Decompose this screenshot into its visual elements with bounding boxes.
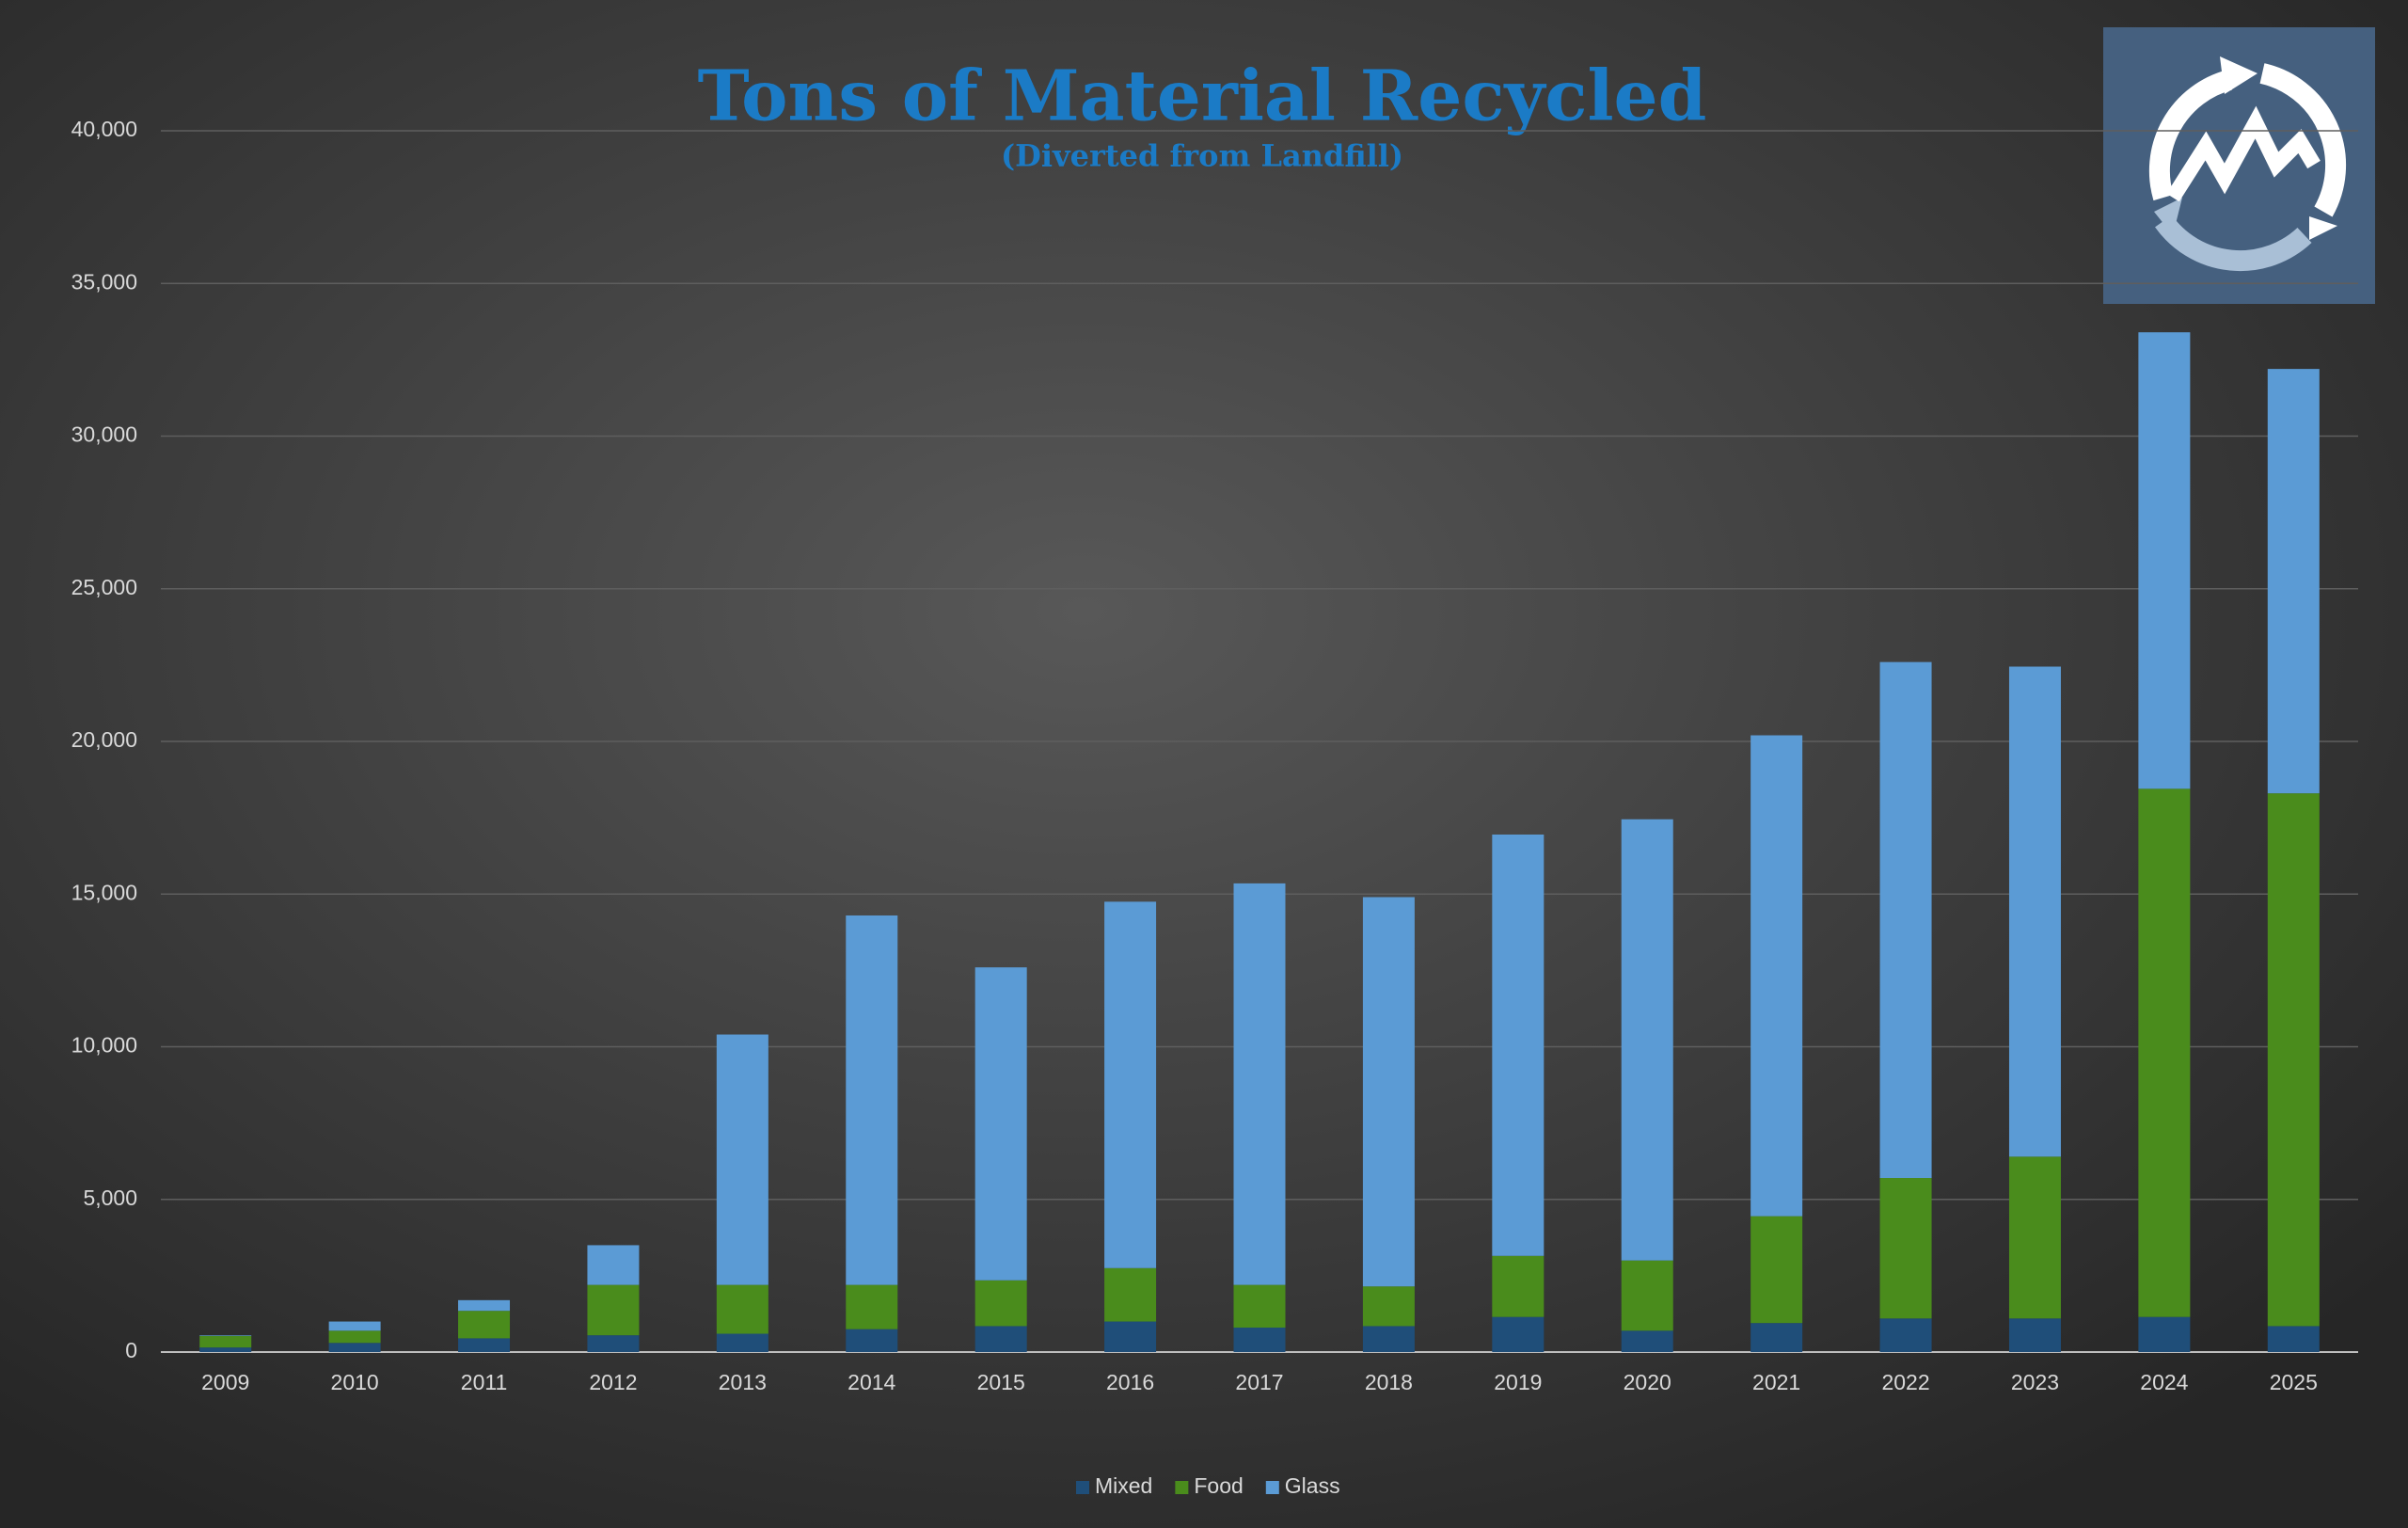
bar-segment — [1104, 901, 1157, 1268]
bar-segment — [328, 1330, 381, 1344]
bar-segment — [458, 1338, 511, 1352]
x-tick-label: 2025 — [2270, 1370, 2318, 1394]
bar-segment — [2267, 793, 2320, 1327]
bar-segment — [587, 1335, 640, 1352]
x-tick-label: 2022 — [1881, 1370, 1929, 1394]
bar-segment — [587, 1245, 640, 1285]
y-tick-label: 15,000 — [71, 880, 137, 904]
x-tick-label: 2014 — [848, 1370, 895, 1394]
x-tick-label: 2015 — [977, 1370, 1025, 1394]
bar-segment — [1751, 1216, 1803, 1324]
bar-segment — [199, 1347, 252, 1352]
y-tick-label: 5,000 — [83, 1186, 137, 1210]
bar-segment — [1879, 661, 1932, 1179]
legend-label: Food — [1194, 1473, 1243, 1498]
bar-segment — [1104, 1267, 1157, 1322]
bar-segment — [2267, 369, 2320, 794]
y-tick-label: 20,000 — [71, 727, 137, 752]
bar-segment — [1621, 819, 1673, 1261]
bar-segment — [1492, 1316, 1545, 1352]
bar-segment — [199, 1335, 252, 1348]
x-tick-label: 2019 — [1494, 1370, 1542, 1394]
x-tick-label: 2011 — [461, 1370, 507, 1394]
x-tick-label: 2021 — [1752, 1370, 1800, 1394]
bar-segment — [1233, 883, 1286, 1285]
bar-segment — [1621, 1260, 1673, 1331]
legend-swatch — [1175, 1481, 1189, 1494]
bar-segment — [1751, 735, 1803, 1217]
legend-swatch — [1076, 1481, 1089, 1494]
bar-segment — [2138, 788, 2191, 1317]
legend-label: Mixed — [1095, 1473, 1152, 1498]
x-tick-label: 2018 — [1365, 1370, 1413, 1394]
x-tick-label: 2016 — [1106, 1370, 1154, 1394]
bar-segment — [716, 1333, 768, 1352]
chart-subtitle: (Diverted from Landfill) — [1001, 138, 1403, 174]
bar-segment — [1492, 1255, 1545, 1317]
bar-segment — [1233, 1284, 1286, 1329]
bar-segment — [2267, 1326, 2320, 1352]
bar-segment — [1233, 1328, 1286, 1352]
bar-segment — [974, 1280, 1027, 1327]
y-tick-label: 0 — [125, 1338, 137, 1362]
bar-segment — [2008, 1318, 2061, 1352]
bar-segment — [2008, 666, 2061, 1157]
x-tick-label: 2012 — [589, 1370, 637, 1394]
y-tick-label: 25,000 — [71, 575, 137, 599]
bar-segment — [587, 1284, 640, 1336]
logo — [2103, 27, 2375, 304]
bar-segment — [1362, 1286, 1415, 1327]
bar-segment — [458, 1311, 511, 1339]
bar-segment — [199, 1335, 252, 1336]
y-tick-label: 35,000 — [71, 269, 137, 294]
bar-segment — [2008, 1156, 2061, 1319]
bar-segment — [328, 1321, 381, 1331]
bar-segment — [1104, 1321, 1157, 1352]
bar-segment — [458, 1299, 511, 1312]
legend-swatch — [1265, 1481, 1279, 1494]
x-tick-label: 2024 — [2140, 1370, 2188, 1394]
bar-segment — [846, 1329, 898, 1352]
bar-segment — [1879, 1318, 1932, 1352]
bar-segment — [2138, 332, 2191, 789]
bar-segment — [716, 1034, 768, 1285]
x-tick-label: 2013 — [719, 1370, 767, 1394]
legend-label: Glass — [1285, 1473, 1340, 1498]
bar-segment — [1362, 1326, 1415, 1352]
bar-segment — [716, 1284, 768, 1334]
y-tick-label: 30,000 — [71, 422, 137, 447]
bar-segment — [846, 915, 898, 1285]
chart-title: Tons of Material Recycled — [698, 56, 1707, 137]
bar-segment — [846, 1284, 898, 1329]
bar-segment — [328, 1343, 381, 1352]
y-tick-label: 10,000 — [71, 1033, 137, 1058]
x-tick-label: 2017 — [1235, 1370, 1283, 1394]
bar-segment — [1492, 834, 1545, 1256]
x-tick-label: 2020 — [1624, 1370, 1671, 1394]
bar-segment — [1751, 1323, 1803, 1352]
bar-segment — [1621, 1330, 1673, 1352]
x-tick-label: 2010 — [331, 1370, 379, 1394]
y-tick-label: 40,000 — [71, 117, 137, 141]
bar-segment — [2138, 1316, 2191, 1352]
bar-segment — [1362, 897, 1415, 1287]
x-tick-label: 2009 — [201, 1370, 249, 1394]
bar-segment — [974, 1326, 1027, 1352]
bar-segment — [1879, 1178, 1932, 1319]
bar-segment — [974, 967, 1027, 1281]
x-tick-label: 2023 — [2011, 1370, 2059, 1394]
